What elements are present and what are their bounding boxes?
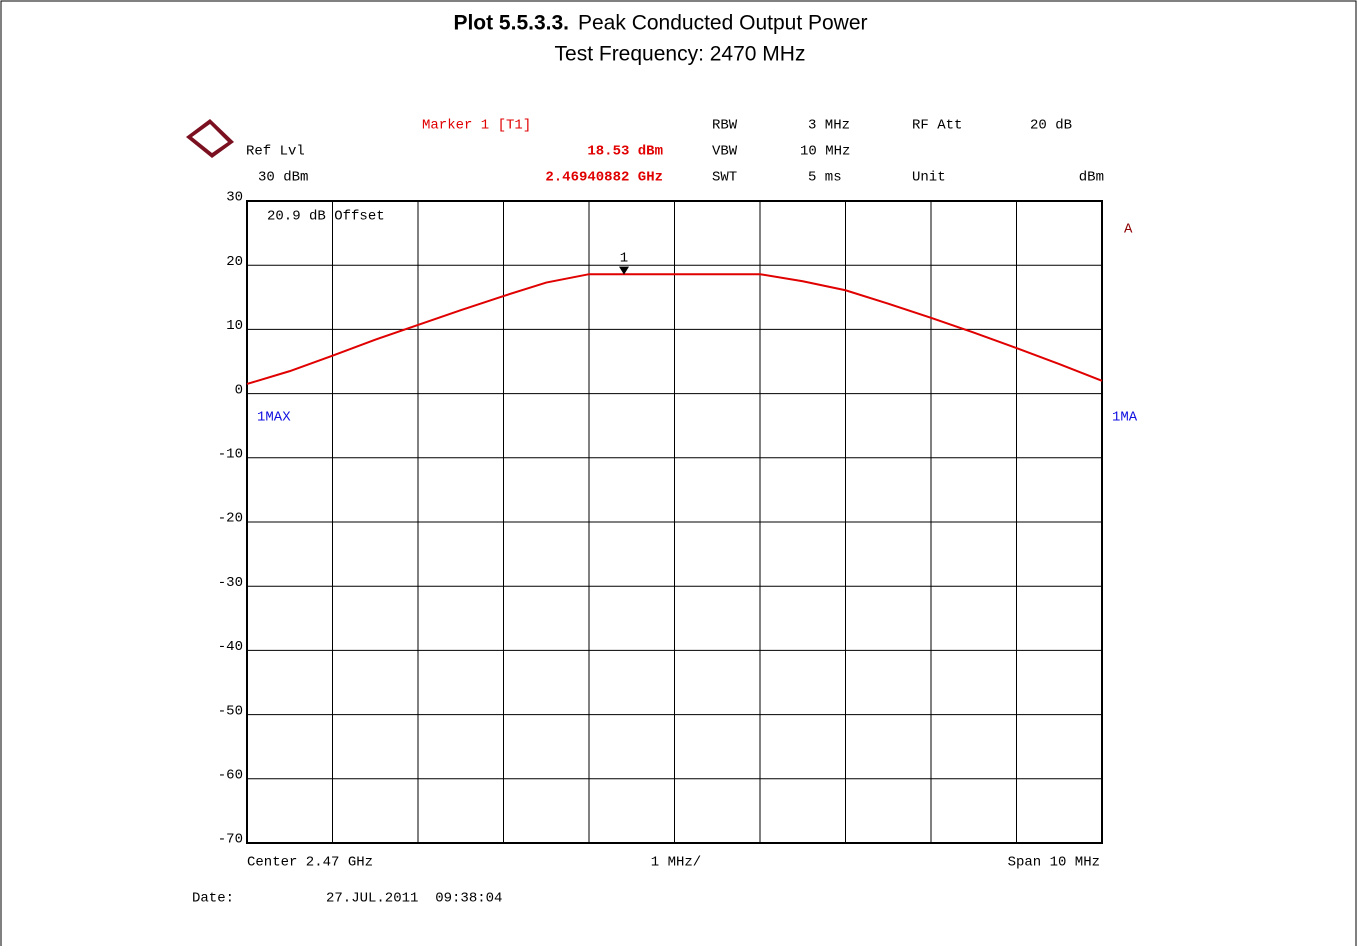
trace-line [246, 273, 1103, 385]
offset-note: 20.9 dB Offset [267, 209, 385, 225]
y-tick-label: 20 [226, 254, 243, 270]
marker-triangle [619, 266, 629, 275]
swt-value: 5 ms [808, 170, 842, 186]
y-tick-label: -60 [218, 768, 243, 784]
rbw-value: 3 MHz [808, 118, 850, 134]
date-label: Date: [192, 891, 234, 907]
ref-label: Ref Lvl [246, 144, 305, 160]
unit-value: dBm [1079, 170, 1104, 186]
marker-freq: 2.46940882 GHz [545, 170, 663, 186]
x-mid-label: 1 MHz/ [651, 855, 701, 871]
rbw-label: RBW [712, 118, 738, 134]
plot-frame [246, 200, 1103, 844]
marker-title: Marker 1 [T1] [422, 118, 531, 134]
y-tick-label: -40 [218, 639, 243, 655]
plot-number: Plot 5.5.3.3. [453, 12, 569, 35]
att-value: 20 dB [1030, 118, 1072, 134]
side-label-a: A [1124, 222, 1133, 238]
rs-logo [186, 119, 234, 158]
date-value: 27.JUL.2011 09:38:04 [326, 891, 502, 907]
y-tick-label: -30 [218, 575, 243, 591]
y-tick-label: -50 [218, 703, 243, 719]
x-left-label: Center 2.47 GHz [247, 855, 373, 871]
y-tick-label: 30 [226, 190, 243, 206]
side-trace-label: 1MA [1112, 410, 1138, 426]
swt-label: SWT [712, 170, 737, 186]
marker-level: 18.53 dBm [587, 144, 663, 160]
y-tick-label: -10 [218, 447, 243, 463]
y-tick-label: -20 [218, 511, 243, 527]
chart-subtitle: Test Frequency: 2470 MHz [555, 43, 806, 66]
vbw-label: VBW [712, 144, 738, 160]
legend-entry: 1MAX [257, 410, 291, 426]
y-tick-label: 0 [235, 382, 243, 398]
y-tick-label: -70 [218, 832, 243, 848]
chart-title: Peak Conducted Output Power [578, 12, 868, 35]
y-tick-label: 10 [226, 318, 243, 334]
x-right-label: Span 10 MHz [1008, 855, 1100, 871]
ref-value: 30 dBm [258, 170, 308, 186]
att-label: RF Att [912, 118, 962, 134]
marker-label: 1 [620, 250, 628, 266]
vbw-value: 10 MHz [800, 144, 850, 160]
unit-label: Unit [912, 170, 946, 186]
